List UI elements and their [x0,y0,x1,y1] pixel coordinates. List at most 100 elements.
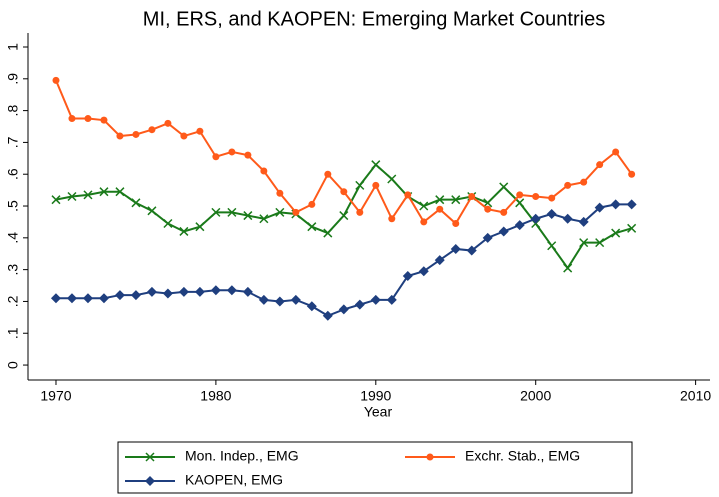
marker [548,194,556,202]
series-line [55,80,633,226]
marker [612,148,620,156]
marker [68,115,76,123]
y-tick-label: .1 [5,327,21,339]
marker [516,191,524,199]
marker [115,187,125,197]
marker [290,294,301,305]
marker [178,286,189,297]
marker [50,293,61,304]
marker [260,167,268,175]
marker [67,191,77,202]
y-tick-label: .2 [5,295,21,307]
marker [594,202,605,213]
marker [228,148,236,156]
marker [628,170,636,178]
y-tick-label: .4 [5,232,21,244]
marker [354,299,365,310]
marker [307,222,317,232]
marker [131,198,141,208]
marker [99,187,109,197]
marker [498,226,509,237]
marker [500,208,508,216]
marker [435,195,445,205]
marker [372,181,380,189]
marker [371,160,381,170]
marker [179,226,189,236]
marker [404,191,412,199]
marker [596,161,604,169]
marker [52,76,60,84]
y-tick-label: .5 [5,200,21,212]
marker [436,205,444,213]
marker [514,220,525,231]
marker [580,178,588,186]
marker [130,290,141,301]
marker [164,119,172,127]
marker [227,207,237,217]
marker [84,115,92,123]
marker [242,286,253,297]
y-tick-label: .8 [5,105,21,117]
marker [564,181,572,189]
y-tick-label: .9 [5,73,21,85]
marker [98,293,109,304]
x-tick-label: 1980 [200,388,231,404]
marker [145,452,155,462]
marker [450,243,461,254]
marker [340,188,348,196]
marker [515,198,525,208]
marker [243,211,253,221]
marker [418,266,429,277]
marker [626,199,637,210]
marker [323,228,333,238]
marker [244,151,252,159]
marker [402,270,413,281]
marker [338,304,349,315]
marker [195,222,205,232]
marker [595,238,605,248]
marker [180,132,188,140]
marker [499,182,509,192]
marker [292,208,300,216]
marker [339,211,349,221]
y-tick-label: .3 [5,264,21,276]
marker [388,215,396,223]
marker [627,223,637,233]
marker [51,195,61,205]
legend-label: Exchr. Stab., EMG [465,448,580,464]
marker [83,190,93,200]
marker [211,207,221,217]
marker [275,207,285,217]
marker [322,310,333,321]
marker [466,245,477,256]
marker [258,294,269,305]
marker [451,195,461,205]
marker [226,285,237,296]
y-tick-label: .6 [5,168,21,180]
x-tick-label: 2010 [680,388,711,404]
marker [468,192,476,200]
marker [484,205,492,213]
marker [308,200,316,208]
marker [547,241,557,251]
marker [194,286,205,297]
marker [147,206,157,216]
marker [532,192,540,200]
x-tick-label: 2000 [520,388,551,404]
legend-label: Mon. Indep., EMG [185,448,299,464]
marker [482,232,493,243]
marker [162,288,173,299]
marker [306,301,317,312]
marker [163,218,173,229]
marker [146,286,157,297]
marker [563,263,573,273]
marker [212,153,220,161]
y-tick-label: .7 [5,136,21,148]
legend-box [117,441,633,494]
marker [562,213,573,224]
y-tick-label: 1 [5,43,21,51]
marker [145,476,155,486]
marker [66,293,77,304]
marker [259,214,269,224]
